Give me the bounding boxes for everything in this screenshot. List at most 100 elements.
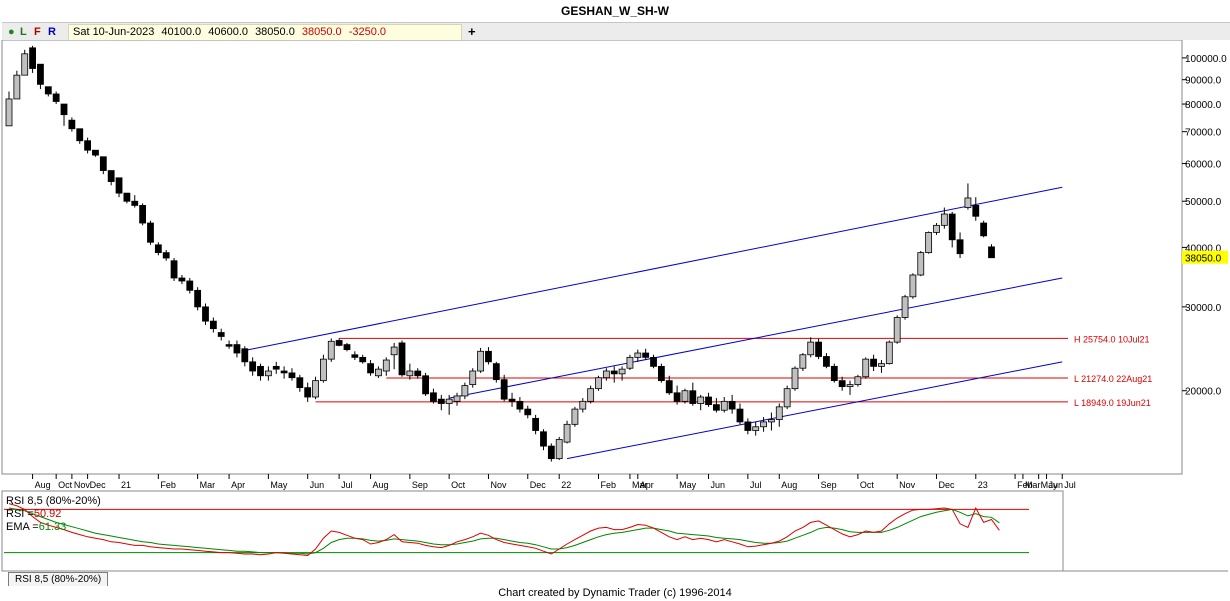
add-button[interactable]: + [468,24,476,39]
time-tick-label: Nov [490,480,507,490]
candle-body [280,370,288,374]
candle-body [681,390,689,402]
time-tick-label: Oct [58,480,73,490]
chart-toolbar: ● L F R Sat 10-Jun-2023 40100.0 40600.0 … [2,22,1230,42]
candle-body [736,408,744,423]
time-tick-label: 22 [561,480,571,490]
chart-background [0,40,1230,585]
channel-line [566,361,1063,460]
time-tick-label: Feb [1017,480,1033,490]
time-tick-label: Aug [781,480,797,490]
time-tick-label: Apr [231,480,245,490]
time-axis: Aug Oct Nov Dec 21 Feb Mar Apr May Jun Jul Aug Sep Oc… [32,474,1076,490]
tab-rsi[interactable]: RSI 8,5 (80%-20%) [8,572,109,586]
time-tick-label: May [270,480,288,490]
candle-body [980,222,988,237]
chart-title: GESHAN_W_SH-W [560,4,669,18]
bar-change: -3250.0 [348,26,387,38]
ema-value: 61.33 [38,521,67,533]
price-tick-label: 30000.0 [1185,303,1222,314]
candle-body [500,379,508,400]
candle-body [406,370,414,377]
candle-body [595,377,602,390]
candle-body [92,149,99,156]
candle-body [665,380,673,394]
status-led-icon: ● [8,26,15,38]
candle-body [367,363,374,374]
candle-body [540,431,547,447]
time-tick-label: Apr [640,480,654,490]
candle-body [705,396,712,406]
candle-body [76,128,84,142]
time-tick-label: Mar [1025,480,1041,490]
candle-body [807,341,815,356]
candle-body [885,341,893,365]
price-tick-label: 80000.0 [1185,100,1222,111]
time-tick-label: Mar [200,480,216,490]
candle-body [241,348,249,363]
time-tick-label: 23 [978,480,988,490]
candle-body [555,439,563,460]
price-tick-label: 40000.0 [1185,243,1222,254]
bar-info-box: Sat 10-Jun-2023 40100.0 40600.0 38050.0 … [68,24,462,41]
time-tick-label: Jun [310,480,325,490]
mode-button-l[interactable]: L [20,26,27,38]
candle-body [626,356,634,369]
candle-body [327,340,335,360]
channel-lines [244,186,1063,460]
rsi-label: RSI = [6,508,34,520]
candle-body [579,400,587,410]
candle-body [783,388,791,408]
mode-button-f[interactable]: F [34,26,41,38]
chart-footer: Chart created by Dynamic Trader (c) 1996… [498,587,732,599]
candle-body [288,372,296,379]
time-tick-label: Mar [632,480,648,490]
candle-body [893,317,901,343]
candle-body [351,354,359,358]
time-tick-label: Dec [90,480,107,490]
candle-body [343,344,351,351]
time-tick-label: Aug [35,480,51,490]
candle-body [264,370,272,377]
candle-body [964,197,972,208]
candle-body [791,367,799,390]
candle-body [68,119,76,130]
candle-body [988,246,995,259]
candle-body [123,192,131,202]
candle-body [618,368,626,375]
rsi-value: 50.92 [33,508,62,520]
candle-body [304,387,312,398]
candle-body [775,406,783,420]
candle-body [29,47,36,69]
candle-body [170,260,178,279]
candle-body [139,205,147,224]
candle-body [257,365,264,377]
candle-body [469,370,477,386]
candle-body [610,370,618,375]
candle-body [862,358,870,378]
candle-body [830,365,838,382]
candle-body [422,375,429,395]
candle-body [194,289,202,308]
candle-body [972,205,980,217]
candle-body [823,356,830,367]
time-tick-label: Dec [938,480,955,490]
candle-body [901,296,909,318]
mode-button-r[interactable]: R [48,26,56,38]
price-chart[interactable]: H 25754.0 10Jul21 L 21274.0 22Aug21 L 1894… [0,40,1230,585]
bar-date: Sat 10-Jun-2023 [73,26,155,38]
time-tick-label: Jun [711,480,726,490]
time-tick-label: Jul [341,480,353,490]
candle-body [60,103,68,116]
candle-body [430,392,437,402]
last-price-marker [1182,250,1228,264]
candle-body [375,368,382,377]
candle-body [5,98,13,127]
candle-body [477,350,485,372]
candle-body [319,358,327,382]
candle-body [233,344,241,354]
time-tick-label: Dec [530,480,547,490]
level-lines: H 25754.0 10Jul21 L 21274.0 22Aug21 L 1894… [315,334,1152,408]
time-tick-label: Sep [821,480,837,490]
price-tick-label: 20000.0 [1185,387,1222,398]
